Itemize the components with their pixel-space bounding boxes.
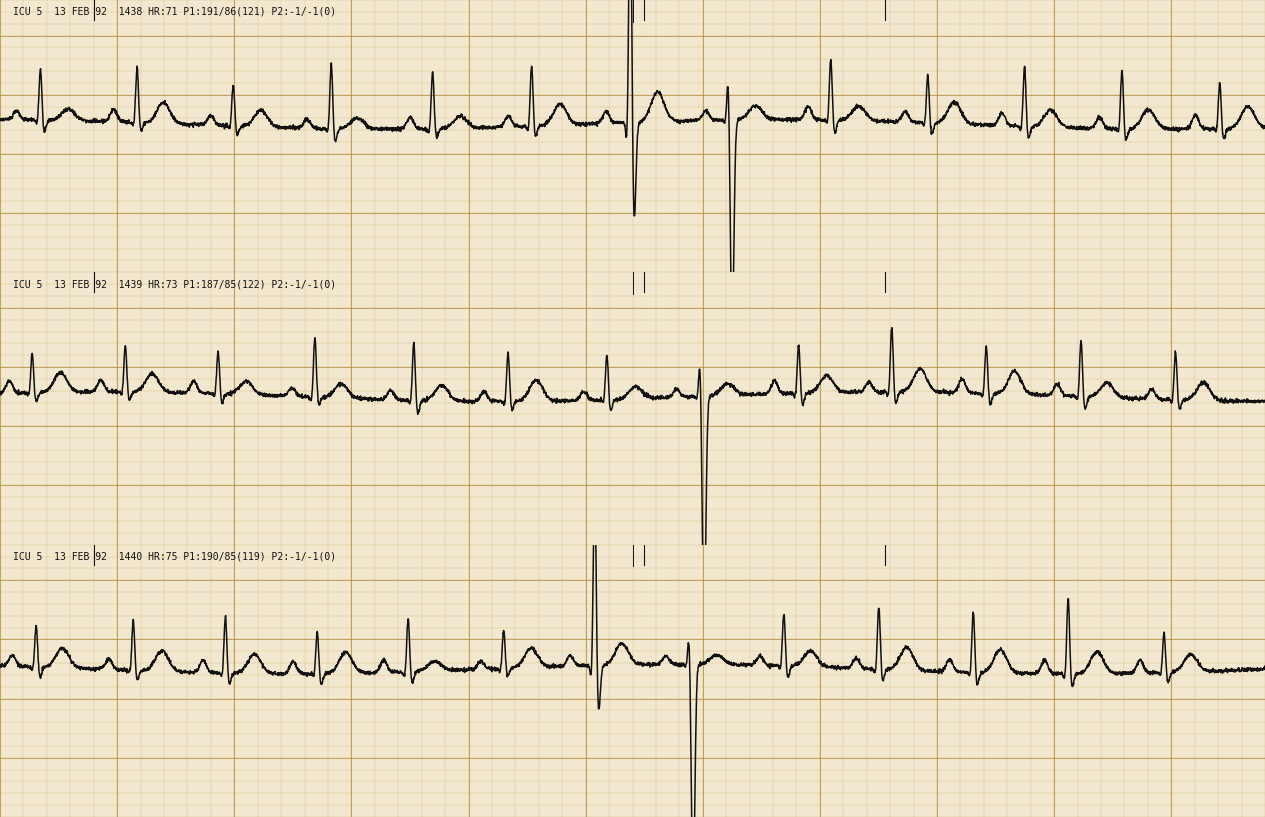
Text: ICU 5  13 FEB 92  1440 HR:75 P1:190/85(119) P2:-1/-1(0): ICU 5 13 FEB 92 1440 HR:75 P1:190/85(119… xyxy=(13,551,335,561)
Text: ICU 5  13 FEB 92  1438 HR:71 P1:191/86(121) P2:-1/-1(0): ICU 5 13 FEB 92 1438 HR:71 P1:191/86(121… xyxy=(13,7,335,17)
Text: ICU 5  13 FEB 92  1439 HR:73 P1:187/85(122) P2:-1/-1(0): ICU 5 13 FEB 92 1439 HR:73 P1:187/85(122… xyxy=(13,279,335,289)
